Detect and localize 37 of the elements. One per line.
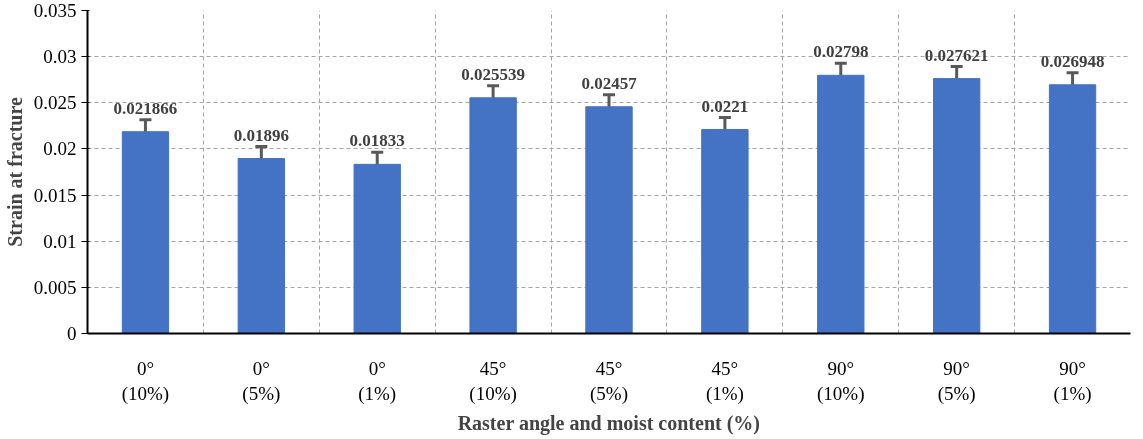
- bar: [817, 74, 865, 334]
- data-label: 0.025539: [461, 64, 525, 84]
- x-tick-label: 0° (10%): [121, 357, 170, 405]
- data-label: 0.01833: [349, 131, 405, 151]
- y-tick-label: 0.02: [43, 138, 77, 160]
- bar: [121, 131, 170, 334]
- data-label: 0.026948: [1040, 51, 1105, 71]
- y-tick-label: 0.01: [43, 230, 77, 252]
- data-label: 0.02798: [813, 42, 869, 62]
- data-label: 0.027621: [924, 45, 989, 65]
- bar: [1048, 84, 1097, 334]
- y-tick-label: 0: [67, 323, 77, 344]
- x-tick-label: 90° (10%): [817, 357, 865, 405]
- y-tick-label: 0.035: [33, 0, 77, 21]
- x-tick-label: 0° (1%): [358, 357, 397, 405]
- x-tick-label: 0° (5%): [242, 357, 281, 405]
- x-tick-label: 45° (1%): [705, 357, 744, 405]
- bar: [585, 106, 633, 334]
- y-tick-label: 0.015: [33, 184, 77, 206]
- x-tick-label: 45° (10%): [469, 357, 517, 405]
- bar: [932, 78, 981, 334]
- bar: [469, 97, 517, 334]
- bar: [701, 129, 749, 334]
- data-label: 0.01896: [233, 125, 289, 145]
- data-label: 0.02457: [581, 73, 638, 93]
- x-tick-label: 45° (5%): [590, 357, 628, 405]
- x-tick-label: 90° (5%): [937, 357, 976, 405]
- y-axis-title: Strain at fracture: [3, 97, 26, 247]
- data-label: 0.021866: [113, 98, 178, 118]
- data-label: 0.0221: [701, 96, 749, 116]
- y-tick-label: 0.025: [33, 92, 77, 114]
- x-tick-label: 90° (1%): [1053, 357, 1092, 405]
- y-tick-label: 0.03: [43, 46, 77, 68]
- bar: [353, 163, 401, 334]
- y-tick-label: 0.005: [33, 276, 77, 298]
- x-axis-title: Raster angle and moist content (%): [457, 411, 761, 435]
- bar: [237, 158, 286, 334]
